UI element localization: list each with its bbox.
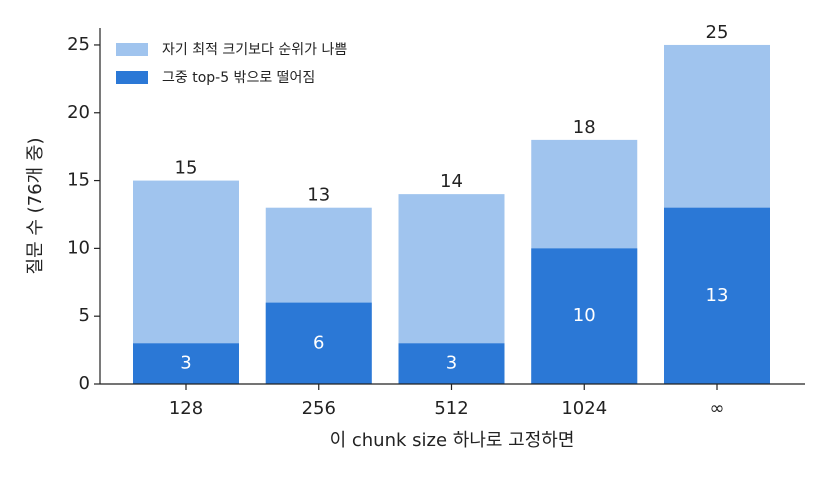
value-label: 3 bbox=[180, 353, 191, 374]
x-tick-label: 512 bbox=[434, 398, 468, 419]
x-tick-label: 128 bbox=[169, 398, 203, 419]
bar bbox=[265, 302, 372, 384]
y-tick-label: 0 bbox=[79, 373, 90, 394]
legend-swatch bbox=[116, 43, 148, 56]
value-label: 13 bbox=[706, 285, 729, 306]
y-tick-label: 10 bbox=[67, 237, 90, 258]
y-tick-label: 20 bbox=[67, 102, 90, 123]
y-tick-label: 5 bbox=[79, 305, 90, 326]
bar bbox=[531, 248, 638, 384]
value-label: 25 bbox=[706, 22, 729, 43]
legend-label: 그중 top-5 밖으로 떨어짐 bbox=[162, 70, 315, 86]
value-label: 14 bbox=[440, 171, 463, 192]
value-label: 13 bbox=[307, 185, 330, 206]
value-label: 6 bbox=[313, 332, 324, 353]
value-label: 3 bbox=[446, 353, 457, 374]
legend-label: 자기 최적 크기보다 순위가 나쁨 bbox=[162, 42, 347, 58]
value-label: 10 bbox=[573, 305, 596, 326]
x-tick-label: ∞ bbox=[710, 398, 725, 419]
x-tick-label: 1024 bbox=[561, 398, 607, 419]
bar bbox=[664, 207, 770, 384]
bar bbox=[133, 343, 239, 384]
value-label: 15 bbox=[175, 158, 198, 179]
value-label: 18 bbox=[573, 117, 596, 138]
bar bbox=[398, 343, 505, 384]
x-tick-label: 256 bbox=[302, 398, 336, 419]
y-axis-label: 질문 수 (76개 중) bbox=[25, 138, 46, 275]
y-tick-label: 15 bbox=[67, 170, 90, 191]
x-axis-label: 이 chunk size 하나로 고정하면 bbox=[330, 430, 575, 451]
y-tick-label: 25 bbox=[67, 34, 90, 55]
legend-swatch bbox=[116, 71, 148, 84]
